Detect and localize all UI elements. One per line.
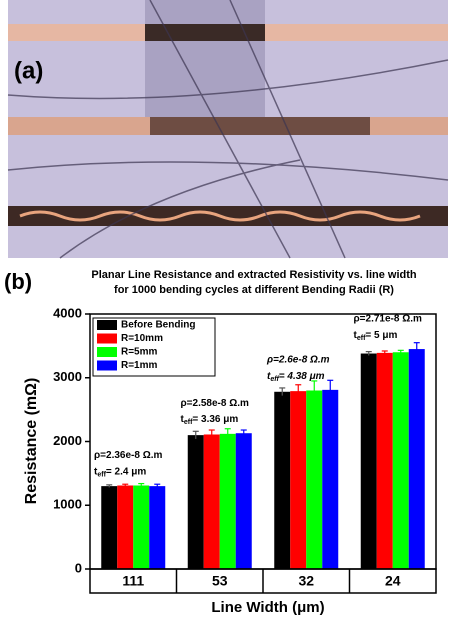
annotation-part: = 2.4 μm [106,466,146,477]
bar [322,390,338,569]
legend-label: Before Bending [121,320,195,331]
y-tick-label: 2000 [53,433,82,448]
annotation-rho: ρ=2.71e-8 Ω.m [354,314,423,325]
legend-swatch [97,361,117,371]
annotation-thickness: teff= 3.36 μm [181,414,239,426]
legend-swatch [97,320,117,330]
x-tick-label: 24 [385,573,401,589]
bar [361,354,377,569]
legend-label: R=10mm [121,333,163,344]
figure: (a) (b) Planar Line Resistance and extra… [0,0,463,623]
y-tick-label: 3000 [53,369,82,384]
shadow-region [145,0,265,125]
annotation-thickness: teff= 5 μm [354,330,398,342]
bar [220,434,236,569]
bar [409,349,425,569]
annotation-part: = 4.38 μm [279,371,325,382]
x-tick-label: 53 [212,573,228,589]
chart-title: Planar Line Resistance and extracted Res… [91,269,417,281]
y-axis-label: Resistance (mΩ) [23,378,40,505]
bar [393,352,409,569]
y-tick-label: 0 [75,560,82,575]
bar [133,485,149,569]
legend-swatch [97,347,117,357]
annotation-rho: ρ=2.36e-8 Ω.m [94,450,163,461]
annotation-thickness: teff= 4.38 μm [267,371,325,383]
annotation-part: = 3.36 μm [192,414,238,425]
bar [101,486,117,569]
bar [236,433,252,569]
legend-label: R=1mm [121,360,158,371]
x-axis-label: Line Width (μm) [211,599,324,616]
bar [290,391,306,569]
annotation-rho: ρ=2.58e-8 Ω.m [181,398,250,409]
bar [306,391,322,570]
annotation-part: = 5 μm [365,330,397,341]
x-tick-label: 111 [122,573,144,589]
y-tick-label: 4000 [53,305,82,320]
x-tick-label: 32 [298,573,314,589]
annotation-rho: ρ=2.6e-8 Ω.m [266,355,330,366]
legend-label: R=5mm [121,347,158,358]
bar [188,435,204,569]
metal-line-dark [150,117,370,135]
bar [117,485,133,569]
chart-title: for 1000 bending cycles at different Ben… [114,284,394,296]
legend-swatch [97,334,117,344]
bar [149,486,165,569]
y-tick-label: 1000 [53,497,82,512]
annotation-thickness: teff= 2.4 μm [94,466,146,478]
bar [204,434,220,569]
micrograph: (a) [8,0,448,258]
bar [377,353,393,569]
panel-label: (b) [4,269,32,294]
bar [274,392,290,569]
panel-label: (a) [14,57,43,84]
